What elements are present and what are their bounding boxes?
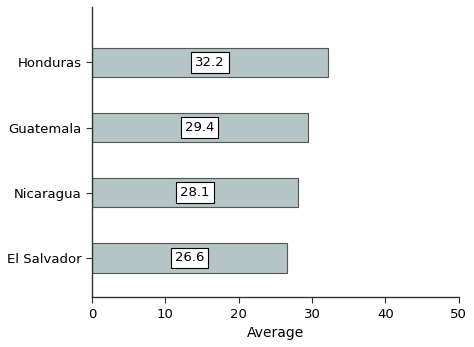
Bar: [92, 178, 298, 208]
Text: 32.2: 32.2: [195, 56, 225, 69]
X-axis label: Average: Average: [246, 326, 304, 340]
Bar: [92, 243, 287, 273]
Text: 29.4: 29.4: [185, 121, 214, 134]
Text: 28.1: 28.1: [180, 186, 210, 199]
Bar: [92, 48, 328, 77]
Bar: [92, 113, 308, 142]
Text: 26.6: 26.6: [175, 252, 204, 264]
